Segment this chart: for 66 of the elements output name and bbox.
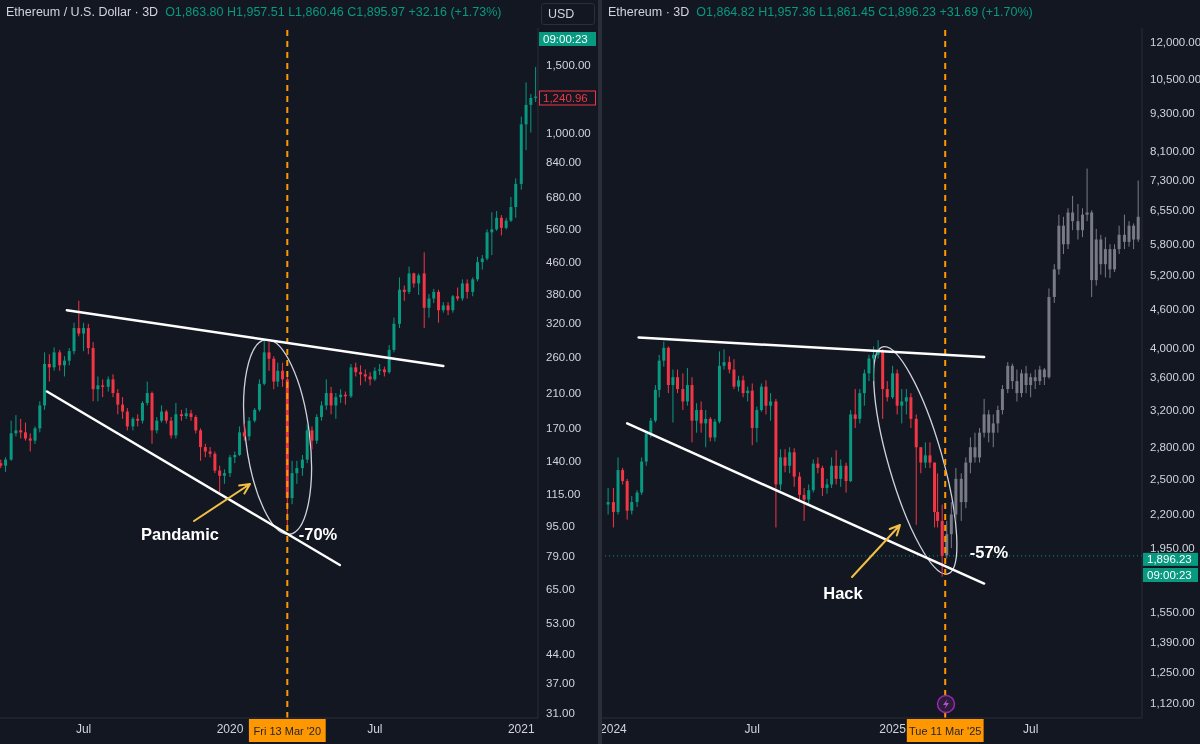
y-tick-label: 560.00 xyxy=(546,223,582,236)
candlestick xyxy=(490,212,494,256)
ref-line-label: 1,896.23 xyxy=(1147,553,1192,566)
y-tick-label: 12,000.00 xyxy=(1150,35,1200,48)
annotation: Pandamic xyxy=(141,525,219,543)
annotation: -70% xyxy=(298,525,338,543)
y-tick-label: 115.00 xyxy=(546,487,581,500)
chart-subtitle: O1,863.80 H1,957.51 L1,860.46 C1,895.97 +32.16 (+1.73%) xyxy=(165,5,502,19)
y-tick-label: 6,550.00 xyxy=(1150,204,1195,217)
y-tick-label: 37.00 xyxy=(546,676,575,689)
x-tick-label: Jul xyxy=(367,722,383,736)
x-tick-label: Jul xyxy=(1022,722,1039,736)
y-tick-label: 1,390.00 xyxy=(1150,636,1195,649)
text: 09:00:23 xyxy=(543,33,588,45)
ref-line-label: Fri 13 Mar '20 xyxy=(253,725,322,737)
y-tick-label: 380.00 xyxy=(546,288,582,301)
y-axis-title: USD xyxy=(541,3,595,25)
y-tick-label: 840.00 xyxy=(546,155,582,168)
y-tick-label: 10,500.00 xyxy=(1150,72,1200,85)
y-tick-label: 31.00 xyxy=(546,706,575,719)
y-tick-label: 3,600.00 xyxy=(1150,371,1195,384)
text: 09:00:23 xyxy=(1147,569,1192,581)
y-tick-label: 680.00 xyxy=(546,190,582,203)
y-tick-label: 4,600.00 xyxy=(1150,302,1195,315)
x-tick-label: 2025 xyxy=(879,722,907,736)
candlestick xyxy=(359,365,363,386)
candlestick xyxy=(47,354,51,382)
y-tick-label: 1,550.00 xyxy=(1150,606,1195,619)
y-tick-label: 79.00 xyxy=(546,550,575,563)
y-tick-label: 1,120.00 xyxy=(1150,696,1195,709)
x-tick-label: 2020 xyxy=(216,722,244,736)
chart-title: Ethereum · 3D xyxy=(608,5,690,19)
y-tick-label: 9,300.00 xyxy=(1150,106,1195,119)
y-tick-label: 5,200.00 xyxy=(1150,268,1195,281)
y-tick-label: 140.00 xyxy=(546,454,582,467)
y-tick-label: 2,200.00 xyxy=(1150,508,1195,521)
y-tick-label: 4,000.00 xyxy=(1150,341,1195,354)
y-tick-label: 44.00 xyxy=(546,648,575,661)
x-tick-label: Jul xyxy=(75,722,92,736)
y-tick-label: 170.00 xyxy=(546,422,582,435)
y-tick-label: 210.00 xyxy=(546,387,582,400)
ref-line-label: Tue 11 Mar '25 xyxy=(909,725,982,737)
y-tick-label: 8,100.00 xyxy=(1150,145,1195,158)
chart-title: Ethereum / U.S. Dollar · 3D xyxy=(6,5,159,19)
y-tick-label: 3,200.00 xyxy=(1150,404,1195,417)
y-tick-label: 260.00 xyxy=(546,351,582,364)
y-tick-label: 95.00 xyxy=(546,519,575,532)
y-tick-label: 460.00 xyxy=(546,256,582,269)
y-tick-label: 1,500.00 xyxy=(546,58,591,71)
y-tick-label: 2,800.00 xyxy=(1150,441,1195,454)
y-tick-label: 53.00 xyxy=(546,616,575,629)
annotation: Hack xyxy=(823,584,864,602)
annotation: -57% xyxy=(969,543,1009,561)
y-tick-label: 2,500.00 xyxy=(1150,472,1195,485)
x-tick-label: Jul xyxy=(744,722,760,736)
y-tick-label: 7,300.00 xyxy=(1150,174,1195,187)
y-tick-label: 320.00 xyxy=(546,316,582,329)
candlestick xyxy=(363,369,367,382)
y-tick-label: 1,000.00 xyxy=(546,126,591,139)
chart-subtitle: O1,864.82 H1,957.36 L1,861.45 C1,896.23 +31.69 (+1.70%) xyxy=(696,5,1033,19)
text: 1,240.96 xyxy=(543,92,588,104)
y-tick-label: 5,800.00 xyxy=(1150,238,1195,251)
y-tick-label: 1,950.00 xyxy=(1150,542,1195,555)
y-tick-label: 65.00 xyxy=(546,582,575,595)
x-tick-label: 2021 xyxy=(507,722,535,736)
y-tick-label: 1,250.00 xyxy=(1150,666,1195,679)
